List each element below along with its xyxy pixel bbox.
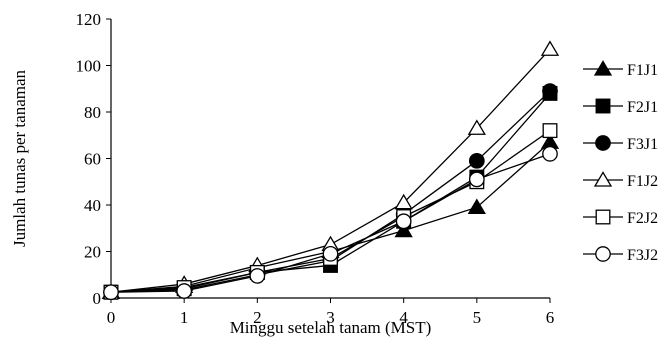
legend-marker bbox=[595, 98, 611, 114]
data-point bbox=[468, 171, 485, 188]
x-axis-title: Minggu setelah tanam (MST) bbox=[230, 318, 432, 337]
series-F3J1 bbox=[103, 83, 558, 301]
series-F3J2 bbox=[103, 146, 558, 301]
legend-item: F1J2 bbox=[583, 171, 658, 190]
y-tick-label: 120 bbox=[76, 10, 102, 29]
legend-marker bbox=[595, 135, 611, 151]
data-point bbox=[103, 284, 119, 301]
data-point bbox=[467, 119, 486, 135]
legend-label: F2J2 bbox=[627, 210, 658, 227]
legend-marker bbox=[595, 209, 611, 225]
data-point bbox=[395, 213, 412, 230]
legend-item: F2J2 bbox=[583, 209, 658, 227]
legend-label: F3J1 bbox=[627, 136, 658, 153]
legend-marker bbox=[593, 60, 613, 76]
x-tick-label: 4 bbox=[399, 308, 408, 327]
data-point bbox=[394, 221, 413, 238]
legend-marker bbox=[595, 246, 611, 262]
x-axis-ticks: 0 1 2 3 4 5 6 bbox=[107, 298, 555, 327]
series-F1J1 bbox=[101, 133, 560, 299]
data-point bbox=[540, 40, 560, 56]
legend-marker bbox=[593, 171, 613, 187]
y-tick-label: 60 bbox=[84, 150, 101, 169]
legend-item: F1J1 bbox=[583, 60, 658, 79]
legend-label: F1J1 bbox=[627, 62, 658, 79]
legend-item: F3J2 bbox=[583, 246, 658, 264]
data-point bbox=[467, 198, 486, 214]
data-point bbox=[542, 146, 558, 162]
y-axis-ticks: 0 20 40 60 80 100 120 bbox=[76, 10, 111, 308]
legend-item: F2J1 bbox=[583, 98, 658, 116]
y-tick-label: 100 bbox=[76, 57, 102, 76]
legend-item: F3J1 bbox=[583, 135, 658, 153]
data-point bbox=[468, 152, 485, 169]
x-tick-label: 2 bbox=[253, 308, 262, 327]
data-point bbox=[394, 193, 413, 210]
x-tick-label: 5 bbox=[473, 308, 482, 327]
x-tick-label: 1 bbox=[180, 308, 189, 327]
y-axis-title: Jumlah tunas per tanaman bbox=[10, 69, 29, 247]
data-point bbox=[322, 245, 339, 262]
data-point bbox=[542, 123, 558, 139]
y-tick-label: 80 bbox=[84, 103, 101, 122]
data-point bbox=[542, 83, 558, 99]
x-tick-label: 6 bbox=[546, 308, 555, 327]
x-tick-label: 3 bbox=[326, 308, 335, 327]
legend-label: F1J2 bbox=[627, 173, 658, 190]
legend: F1J1 F2J1 F3J1 F1J2 F2J2 F3J2 bbox=[583, 60, 658, 264]
legend-label: F2J1 bbox=[627, 99, 658, 116]
y-tick-label: 40 bbox=[84, 196, 101, 215]
y-tick-label: 0 bbox=[93, 289, 102, 308]
data-point bbox=[249, 268, 266, 284]
y-tick-label: 20 bbox=[84, 243, 101, 262]
plot-area: 0 20 40 60 80 100 120 0 1 2 3 4 5 6 bbox=[76, 10, 560, 327]
data-point bbox=[176, 283, 193, 299]
x-tick-label: 0 bbox=[107, 308, 116, 327]
series-group bbox=[101, 40, 560, 301]
legend-label: F3J2 bbox=[627, 247, 658, 264]
